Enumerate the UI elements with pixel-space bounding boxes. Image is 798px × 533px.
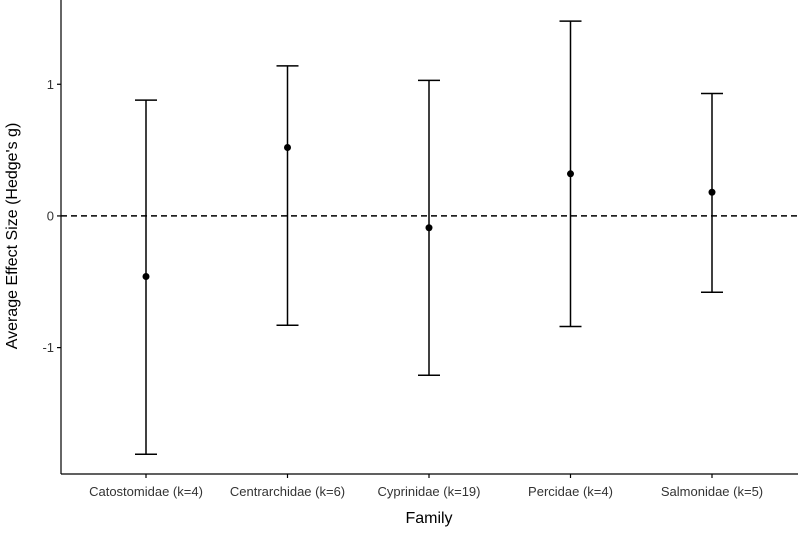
x-tick-label: Centrarchidae (k=6) <box>230 484 345 499</box>
x-tick-label: Percidae (k=4) <box>528 484 613 499</box>
y-tick-label: 0 <box>47 208 54 223</box>
marks-layer <box>61 20 798 455</box>
point-estimate-1 <box>284 143 291 151</box>
x-tick-label: Salmonidae (k=5) <box>661 484 763 499</box>
point-estimate-0 <box>142 273 150 280</box>
point-estimate-2 <box>425 224 433 232</box>
point-estimate-4 <box>708 188 716 196</box>
y-tick-label: -1 <box>42 340 54 355</box>
x-tick-label: Cyprinidae (k=19) <box>378 484 481 499</box>
x-tick-label: Catostomidae (k=4) <box>89 484 203 499</box>
ticks-layer: Catostomidae (k=4) Centrarchidae (k=6) Cyp… <box>42 77 763 499</box>
point-estimate-3 <box>567 170 574 178</box>
y-tick-label: 1 <box>47 77 54 92</box>
x-axis-title: Family <box>405 510 452 527</box>
y-axis-title: Average Effect Size (Hedge's g) <box>4 123 21 350</box>
